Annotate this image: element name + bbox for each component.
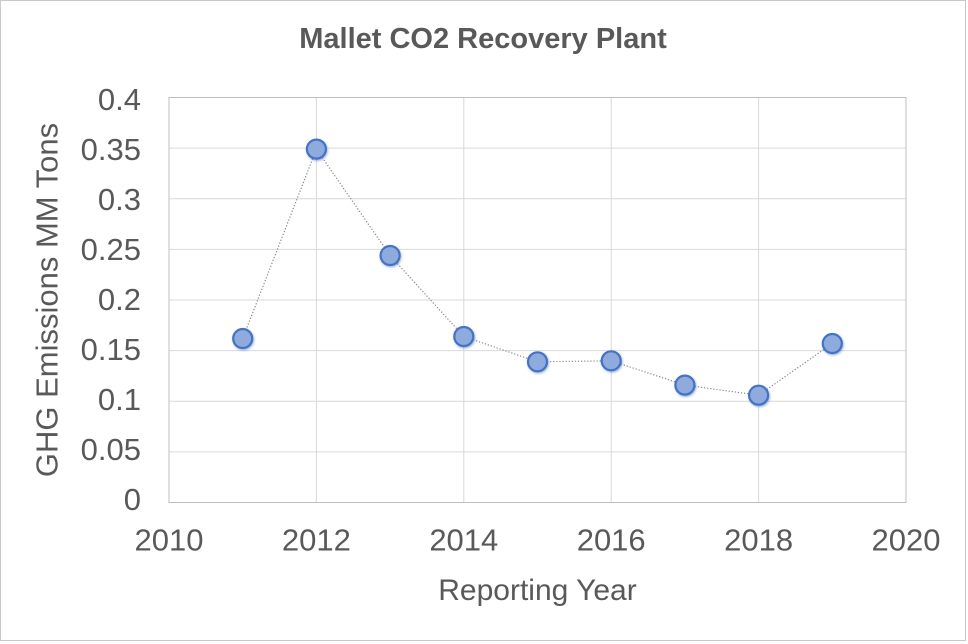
svg-text:0.3: 0.3 [98, 182, 141, 217]
svg-text:0.1: 0.1 [98, 382, 141, 417]
svg-text:2016: 2016 [577, 523, 646, 558]
svg-text:0.4: 0.4 [98, 82, 141, 117]
svg-text:0.25: 0.25 [81, 232, 141, 267]
svg-text:0.2: 0.2 [98, 282, 141, 317]
svg-text:Reporting Year: Reporting Year [438, 574, 637, 607]
svg-text:2020: 2020 [872, 523, 941, 558]
svg-text:0.05: 0.05 [81, 432, 141, 467]
svg-text:2012: 2012 [282, 523, 351, 558]
svg-text:0.35: 0.35 [81, 132, 141, 167]
svg-text:GHG Emissions MM Tons: GHG Emissions MM Tons [30, 123, 65, 477]
svg-text:2010: 2010 [135, 523, 204, 558]
svg-text:2018: 2018 [724, 523, 793, 558]
svg-text:2014: 2014 [429, 523, 498, 558]
svg-text:0.15: 0.15 [81, 332, 141, 367]
svg-text:0: 0 [124, 482, 141, 517]
